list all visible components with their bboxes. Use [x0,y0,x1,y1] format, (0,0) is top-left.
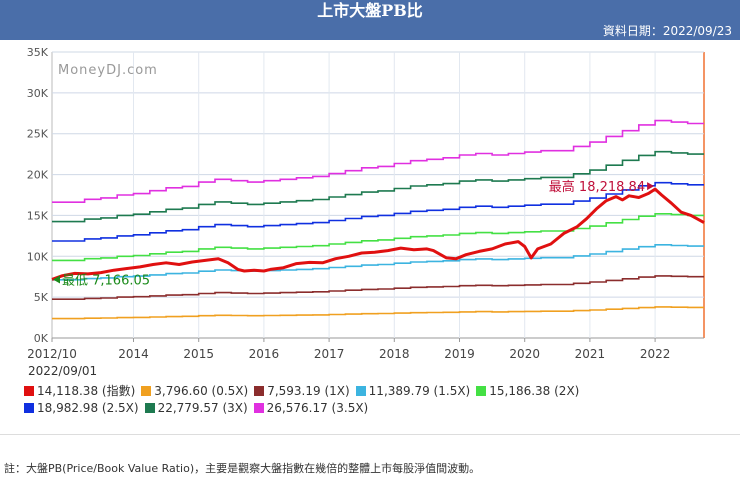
y-tick-label: 10K [27,250,49,263]
legend-row-2: 18,982.98 (2.5X) 22,779.57 (3X) 26,576.17 … [24,401,374,415]
series-line-2.5X [52,181,704,242]
legend-swatch [24,403,34,413]
legend-swatch [355,386,366,396]
y-axis-ticks: 0K 5K 10K 15K 20K 25K 30K 35K [27,46,49,345]
legend-swatch [253,403,264,413]
x-tick-label: 2017 [314,347,345,360]
series-line-2X [52,213,704,262]
series-line-3.5X [52,119,704,203]
annotations: 最高 18,218.84 最低 7,166.05 [53,179,655,288]
x-tick-label: 2018 [379,347,410,360]
footnote: 註：大盤PB(Price/Book Value Ratio)，主要是觀察大盤指數… [4,462,481,475]
y-tick-label: 15K [27,209,49,222]
high-marker [647,182,655,191]
legend-swatch [141,386,152,396]
x-tick-label: 2015 [183,347,214,360]
index-line [51,187,705,281]
x-tick-label: 2012/10 [27,347,77,360]
legend-item: 7,593.19 (1X) [254,384,350,398]
legend-date: 2022/09/01 [28,364,98,378]
x-tick-label: 2019 [444,347,475,360]
series-line-1X [52,275,704,300]
legend-item: 14,118.38 (指數) [24,382,135,399]
legend-swatch [476,386,487,396]
y-tick-label: 20K [27,169,49,182]
y-tick-label: 35K [27,46,49,59]
x-axis-ticks: 2012/10 2014 2015 2016 2017 2018 2019 2020 2021 2… [27,347,670,360]
legend-label: 26,576.17 (3.5X) [266,401,369,415]
x-tick-label: 2020 [509,347,540,360]
legend-item: 3,796.60 (0.5X) [141,384,248,398]
page-title: 上市大盤PB比 [317,1,423,20]
legend-label: 14,118.38 (指數) [37,384,136,398]
x-tick-label: 2021 [575,347,606,360]
x-tick-label: 2022 [640,347,671,360]
series-line-0.5X [52,306,704,320]
legend-item: 18,982.98 (2.5X) [24,401,139,415]
y-tick-label: 0K [34,332,49,345]
data-date-label: 資料日期：2022/09/23 [602,24,732,38]
legend-label: 18,982.98 (2.5X) [37,401,139,415]
legend-swatch [254,386,265,396]
legend-item: 15,186.38 (2X) [476,384,579,398]
low-annotation: 最低 7,166.05 [62,273,150,288]
legend-row-1: 14,118.38 (指數) 3,796.60 (0.5X) 7,593.19 (1… [24,382,585,399]
legend-item: 26,576.17 (3.5X) [253,401,369,415]
legend-label: 22,779.57 (3X) [157,401,248,415]
series-lines [51,119,705,320]
legend-item: 11,389.79 (1.5X) [355,384,471,398]
legend-label: 11,389.79 (1.5X) [368,384,471,398]
legend-label: 7,593.19 (1X) [267,384,350,398]
title-bar: 上市大盤PB比 資料日期：2022/09/23 [0,0,740,40]
watermark: MoneyDJ.com [58,63,158,78]
y-tick-label: 30K [27,87,49,100]
y-tick-label: 5K [34,291,49,304]
low-marker [53,275,60,284]
legend-swatch [144,403,155,413]
legend-swatch [24,386,34,396]
series-line-3X [52,150,704,223]
divider [0,434,740,435]
series-line-1.5X [52,244,704,281]
x-tick-label: 2014 [118,347,149,360]
high-annotation: 最高 18,218.84 [549,179,645,195]
y-tick-label: 25K [27,128,49,141]
legend-label: 15,186.38 (2X) [489,384,580,398]
x-tick-label: 2016 [249,347,280,360]
legend-item: 22,779.57 (3X) [144,401,248,415]
legend-label: 3,796.60 (0.5X) [154,384,249,398]
